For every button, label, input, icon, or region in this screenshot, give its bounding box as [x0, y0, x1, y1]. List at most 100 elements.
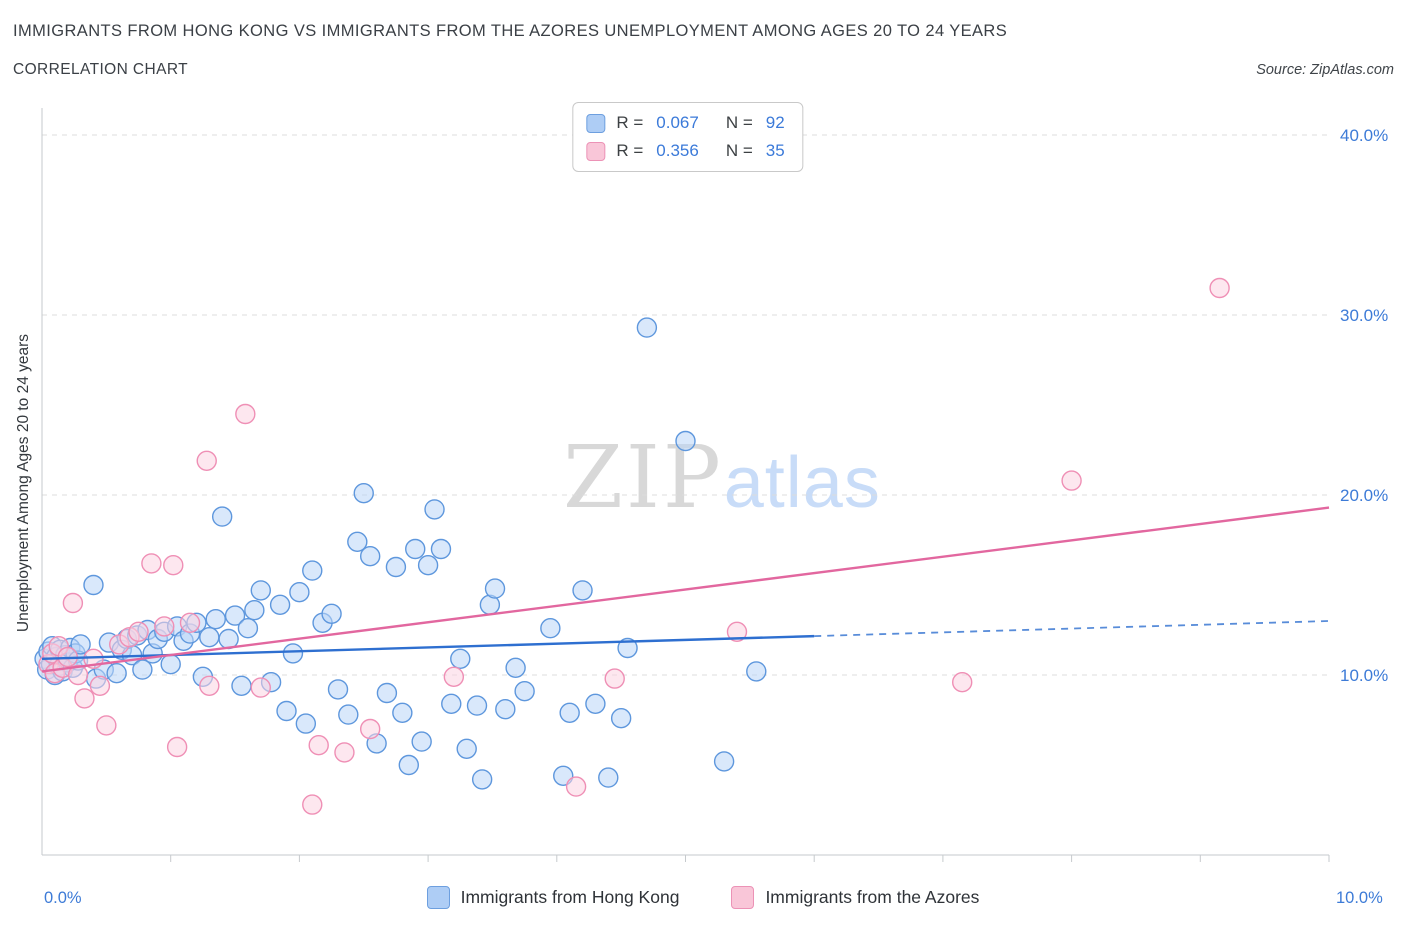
point-hongkong[interactable]	[540, 618, 561, 639]
point-hongkong[interactable]	[224, 605, 246, 626]
point-hongkong[interactable]	[441, 693, 462, 714]
point-hongkong[interactable]	[495, 699, 516, 720]
point-hongkong[interactable]	[353, 483, 374, 504]
point-azores[interactable]	[196, 450, 217, 471]
point-hongkong[interactable]	[572, 580, 593, 601]
point-hongkong[interactable]	[411, 731, 432, 752]
point-hongkong[interactable]	[231, 675, 252, 696]
point-hongkong[interactable]	[617, 637, 638, 659]
point-azores[interactable]	[604, 668, 625, 689]
point-hongkong[interactable]	[636, 317, 658, 338]
point-hongkong[interactable]	[211, 506, 233, 527]
point-azores[interactable]	[67, 664, 89, 686]
point-azores[interactable]	[163, 555, 184, 576]
point-azores[interactable]	[89, 675, 111, 696]
y-axis-title: Unemployment Among Ages 20 to 24 years	[15, 333, 32, 633]
point-azores[interactable]	[62, 592, 84, 614]
point-azores[interactable]	[250, 677, 271, 698]
point-azores[interactable]	[154, 616, 175, 637]
point-hongkong[interactable]	[269, 594, 291, 615]
page-title: IMMIGRANTS FROM HONG KONG VS IMMIGRANTS …	[13, 22, 1008, 40]
correlation-legend: R = 0.067 N = 92 R = 0.356 N = 35	[572, 102, 804, 172]
point-hongkong[interactable]	[675, 430, 696, 452]
watermark: ZIP atlas	[563, 428, 881, 528]
point-hongkong[interactable]	[505, 657, 526, 678]
point-hongkong[interactable]	[160, 654, 181, 675]
point-hongkong[interactable]	[430, 538, 452, 560]
point-hongkong[interactable]	[471, 769, 493, 790]
point-hongkong[interactable]	[244, 600, 265, 621]
hongkong-legend-swatch	[426, 886, 450, 909]
point-hongkong[interactable]	[466, 695, 488, 716]
legend-row-azores: R = 0.356 N = 35	[586, 141, 785, 161]
y-tick-label: 40.0%	[1340, 126, 1388, 145]
point-hongkong[interactable]	[405, 538, 426, 560]
point-azores[interactable]	[1209, 277, 1230, 299]
point-hongkong[interactable]	[514, 681, 535, 702]
trend-line-azores	[41, 506, 1330, 673]
x-axis-max-label: 10.0%	[1336, 889, 1383, 907]
point-hongkong[interactable]	[376, 682, 398, 704]
point-hongkong[interactable]	[347, 531, 368, 552]
point-azores[interactable]	[726, 621, 748, 642]
point-azores[interactable]	[141, 553, 162, 574]
point-hongkong[interactable]	[321, 603, 342, 624]
point-azores[interactable]	[128, 621, 149, 642]
point-hongkong[interactable]	[338, 704, 359, 725]
y-tick-label: 30.0%	[1340, 306, 1388, 325]
point-azores[interactable]	[443, 666, 465, 687]
point-hongkong[interactable]	[598, 767, 619, 788]
point-hongkong[interactable]	[385, 556, 407, 578]
point-hongkong[interactable]	[327, 679, 349, 700]
point-hongkong[interactable]	[302, 560, 323, 581]
point-hongkong[interactable]	[70, 634, 91, 655]
point-azores[interactable]	[565, 776, 587, 797]
point-hongkong[interactable]	[392, 702, 413, 723]
point-hongkong[interactable]	[713, 751, 735, 772]
point-azores[interactable]	[302, 794, 323, 815]
point-hongkong[interactable]	[250, 580, 271, 601]
point-hongkong[interactable]	[83, 574, 104, 596]
point-hongkong[interactable]	[295, 713, 317, 734]
point-hongkong[interactable]	[237, 618, 259, 639]
hongkong-legend-label: Immigrants from Hong Kong	[460, 887, 680, 907]
point-hongkong[interactable]	[417, 555, 439, 576]
point-hongkong[interactable]	[456, 738, 477, 759]
point-hongkong[interactable]	[398, 754, 419, 776]
point-hongkong[interactable]	[282, 643, 304, 664]
point-azores[interactable]	[235, 403, 256, 425]
point-azores[interactable]	[308, 735, 329, 756]
point-hongkong[interactable]	[106, 663, 127, 684]
point-hongkong[interactable]	[585, 693, 606, 714]
x-axis-min-label: 0.0%	[44, 889, 82, 907]
point-azores[interactable]	[952, 672, 973, 693]
point-hongkong[interactable]	[205, 609, 226, 630]
y-tick-label: 20.0%	[1340, 486, 1388, 505]
point-hongkong[interactable]	[450, 648, 471, 669]
point-hongkong[interactable]	[559, 702, 580, 723]
point-hongkong[interactable]	[610, 708, 632, 729]
point-azores[interactable]	[166, 736, 188, 758]
point-azores[interactable]	[74, 688, 95, 709]
point-azores[interactable]	[199, 675, 220, 696]
point-azores[interactable]	[96, 715, 117, 736]
r-value: 0.356	[656, 141, 699, 160]
legend-row-hongkong: R = 0.067 N = 92	[586, 113, 785, 133]
r-label: R =	[616, 141, 644, 160]
watermark-atlas: atlas	[723, 443, 881, 523]
point-azores[interactable]	[179, 612, 201, 633]
point-hongkong[interactable]	[132, 659, 153, 680]
point-hongkong[interactable]	[276, 700, 297, 722]
n-label: N =	[725, 141, 753, 160]
point-hongkong[interactable]	[199, 627, 220, 648]
point-hongkong[interactable]	[746, 661, 767, 682]
point-hongkong[interactable]	[359, 546, 381, 567]
point-hongkong[interactable]	[484, 578, 506, 599]
point-hongkong[interactable]	[289, 582, 310, 603]
n-label: N =	[725, 113, 753, 132]
point-azores[interactable]	[359, 718, 381, 740]
point-hongkong[interactable]	[424, 499, 445, 520]
point-azores[interactable]	[334, 742, 355, 763]
point-azores[interactable]	[1061, 470, 1082, 491]
n-value: 35	[765, 141, 785, 160]
